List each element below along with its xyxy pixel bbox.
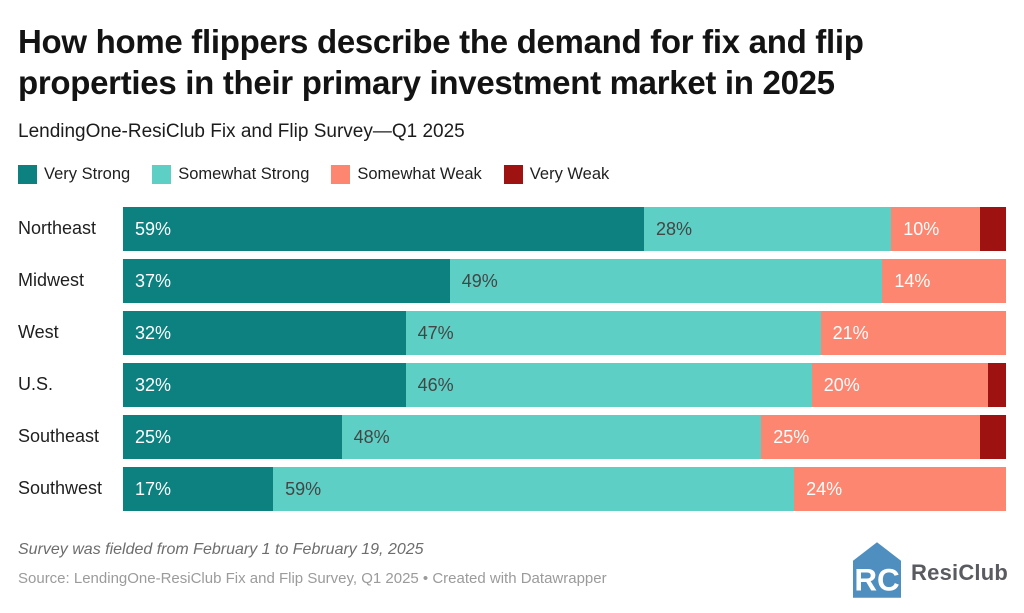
footer-note: Survey was fielded from February 1 to Fe…	[18, 540, 424, 558]
segment-value-label: 46%	[417, 374, 454, 395]
logo-text: ResiClub	[911, 559, 1008, 585]
resiclub-logo: RC ResiClub	[853, 542, 1008, 603]
bar: 25% 48% 25%	[123, 414, 1006, 459]
page-title: How home flippers describe the demand fo…	[18, 23, 864, 101]
footer-source: Source: LendingOne-ResiClub Fix and Flip…	[18, 569, 607, 587]
segment-value-label: 14%	[894, 270, 931, 291]
bar-segment: 37%	[123, 258, 450, 303]
bar: 17% 59% 24%	[123, 466, 1006, 511]
row-label: U.S.	[18, 374, 54, 395]
chart-subtitle: LendingOne-ResiClub Fix and Flip Survey—…	[18, 120, 465, 142]
bar-segment: 24%	[794, 466, 1006, 511]
bar-segment: 59%	[273, 466, 795, 511]
bar: 59% 28% 10%	[123, 206, 1006, 251]
legend-swatch	[331, 164, 351, 184]
logo-house-shape	[853, 542, 902, 598]
segment-value-label: 28%	[655, 218, 692, 239]
legend-label: Somewhat Strong	[178, 164, 310, 183]
bar: 32% 46% 20%	[123, 362, 1006, 407]
bar-segment: 28%	[643, 206, 892, 251]
bar: 37% 49% 14%	[123, 258, 1006, 303]
bar: 32% 47% 21%	[123, 310, 1006, 355]
bar-segment: 49%	[449, 258, 883, 303]
legend-item: Somewhat Strong	[152, 164, 310, 184]
segment-value-label: 32%	[135, 322, 172, 343]
bar-segment: 46%	[405, 362, 812, 407]
bar-segment: 10%	[891, 206, 980, 251]
segment-value-label: 24%	[806, 478, 843, 499]
row-label: Northeast	[18, 218, 97, 239]
legend-swatch	[152, 164, 172, 184]
bar-segment	[988, 362, 1006, 407]
segment-value-label: 37%	[135, 270, 172, 291]
chart-row: U.S. 32% 46% 20%	[18, 362, 1006, 407]
bar-segment: 14%	[882, 258, 1006, 303]
svg-text:RC: RC	[854, 562, 899, 597]
row-label: Midwest	[18, 270, 85, 291]
stacked-bar-chart: Northeast 59% 28% 10% Midwest 37% 49% 14% West 32…	[18, 206, 1006, 511]
row-label: Southeast	[18, 426, 100, 447]
segment-value-label: 21%	[832, 322, 869, 343]
bar-segment: 20%	[811, 362, 989, 407]
legend-item: Very Weak	[503, 164, 610, 184]
legend-swatch	[18, 164, 37, 184]
legend-swatch	[503, 164, 523, 184]
legend-item: Very Strong	[18, 164, 131, 184]
legend-label: Very Weak	[529, 164, 610, 183]
segment-value-label: 10%	[903, 218, 940, 239]
segment-value-label: 59%	[285, 478, 322, 499]
chart-row: Southwest 17% 59% 24%	[18, 466, 1006, 511]
bar-segment: 32%	[123, 310, 406, 355]
bar-segment: 25%	[761, 414, 980, 459]
legend: Very Strong Somewhat Strong Somewhat Weak V…	[18, 164, 1006, 184]
segment-value-label: 17%	[135, 478, 172, 499]
resiclub-house-icon: RC	[853, 542, 902, 603]
segment-value-label: 32%	[135, 374, 172, 395]
segment-value-label: 25%	[135, 426, 172, 447]
bar-segment: 47%	[405, 310, 821, 355]
chart-row: Southeast 25% 48% 25%	[18, 414, 1006, 459]
bar-segment: 59%	[123, 206, 644, 251]
bar-segment: 25%	[123, 414, 342, 459]
bar-segment: 21%	[820, 310, 1006, 355]
bar-segment: 48%	[341, 414, 762, 459]
segment-value-label: 20%	[823, 374, 860, 395]
chart-row: Midwest 37% 49% 14%	[18, 258, 1006, 303]
bar-segment: 17%	[123, 466, 274, 511]
legend-label: Somewhat Weak	[357, 164, 482, 183]
bar-segment: 32%	[123, 362, 406, 407]
bar-segment	[979, 414, 1006, 459]
legend-label: Very Strong	[44, 164, 131, 183]
bar-segment	[979, 206, 1006, 251]
legend-item: Somewhat Weak	[331, 164, 482, 184]
segment-value-label: 48%	[353, 426, 390, 447]
segment-value-label: 49%	[461, 270, 498, 291]
row-label: West	[18, 322, 59, 343]
row-label: Southwest	[18, 478, 103, 499]
chart-row: West 32% 47% 21%	[18, 310, 1006, 355]
chart-row: Northeast 59% 28% 10%	[18, 206, 1006, 251]
segment-value-label: 25%	[773, 426, 810, 447]
segment-value-label: 47%	[417, 322, 454, 343]
segment-value-label: 59%	[135, 218, 172, 239]
